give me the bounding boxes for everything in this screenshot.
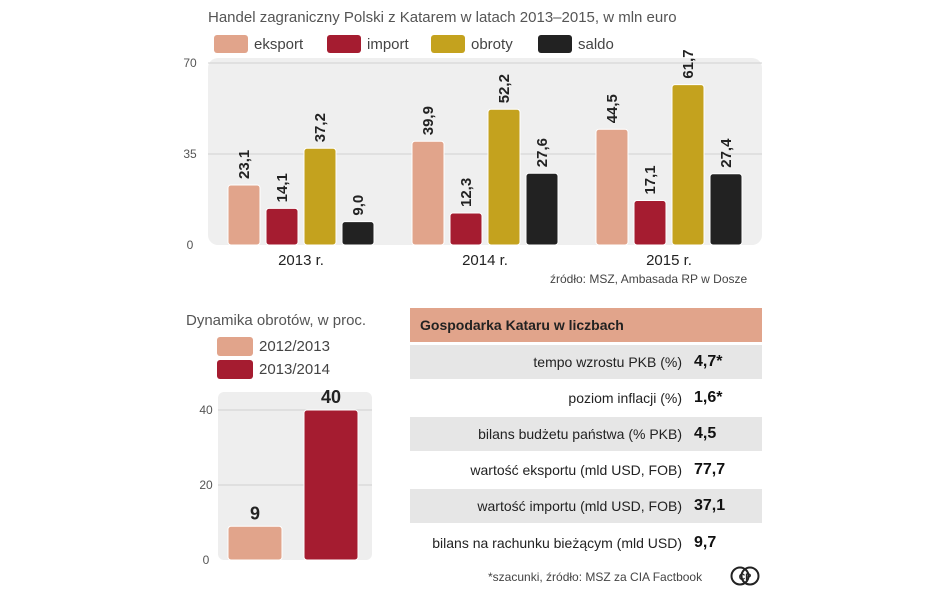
bar-value-label: 27,4 (718, 138, 735, 168)
table-row-label: poziom inflacji (%) (568, 390, 682, 406)
x-category-label: 2015 r. (646, 252, 692, 269)
legend-saldo: saldo (538, 34, 614, 54)
table-row: wartość importu (mld USD, FOB) 37,1 (410, 489, 762, 523)
legend-swatch-eksport (214, 35, 248, 53)
legend-eksport: eksport (214, 34, 303, 54)
table-row: poziom inflacji (%) 1,6* (410, 381, 762, 415)
legend-label-obroty: obroty (471, 35, 513, 53)
main-chart-title: Handel zagraniczny Polski z Katarem w la… (208, 9, 677, 26)
bar-value-label: 23,1 (236, 150, 253, 179)
cp-logo-text: CP (739, 572, 752, 582)
dynamics-chart-title: Dynamika obrotów, w proc. (186, 312, 367, 329)
y-tick-label: 0 (187, 238, 194, 252)
y-tick-label: 20 (199, 478, 213, 492)
legend-label-import: import (367, 35, 409, 53)
bar-saldo (709, 173, 743, 246)
legend-swatch-saldo (538, 35, 572, 53)
table-row-label: bilans na rachunku bieżącym (mld USD) (432, 535, 682, 551)
bar-saldo (341, 221, 375, 246)
bar-value-label: 9 (250, 503, 260, 523)
dynamics-bar-chart: 0 20 40 9 40 (199, 387, 372, 567)
bar-value-label: 12,3 (458, 178, 475, 207)
table-row-label: wartość importu (mld USD, FOB) (477, 498, 682, 514)
bar-2012-2013 (227, 525, 283, 561)
bar-value-label: 37,2 (312, 113, 329, 142)
table-row-value: 1,6* (694, 389, 723, 406)
dyn-legend-2013-2014: 2013/2014 (217, 359, 330, 379)
table-row: tempo wzrostu PKB (%) 4,7* (410, 345, 762, 379)
bar-obroty (487, 108, 521, 246)
dyn-legend-swatch-2013-2014 (217, 359, 253, 379)
dyn-legend-swatch-2012-2013 (217, 336, 253, 356)
bar-value-label: 14,1 (274, 173, 291, 202)
legend-label-saldo: saldo (578, 35, 614, 53)
y-tick-label: 35 (183, 147, 197, 161)
x-category-label: 2014 r. (462, 252, 508, 269)
dyn-legend-2012-2013: 2012/2013 (217, 336, 330, 356)
bar-value-label: 52,2 (496, 74, 513, 103)
dyn-legend-label-2013-2014: 2013/2014 (259, 360, 330, 378)
bar-saldo (525, 172, 559, 246)
y-tick-label: 0 (203, 553, 210, 567)
bar-obroty (303, 147, 337, 246)
table-row-label: bilans budżetu państwa (% PKB) (478, 426, 682, 442)
bar-value-label: 44,5 (604, 94, 621, 123)
legend-label-eksport: eksport (254, 35, 304, 53)
bar-value-label: 61,7 (680, 49, 697, 78)
table-row-label: tempo wzrostu PKB (%) (533, 354, 682, 370)
bar-eksport (411, 140, 445, 246)
legend-import: import (327, 34, 409, 54)
main-chart-source: źródło: MSZ, Ambasada RP w Dosze (550, 272, 748, 286)
table-footnote: *szacunki, źródło: MSZ za CIA Factbook (488, 570, 703, 584)
bar-2013-2014 (303, 409, 359, 561)
legend-swatch-obroty (431, 35, 465, 53)
bar-obroty (671, 84, 705, 246)
table-row: bilans na rachunku bieżącym (mld USD) 9,… (410, 526, 762, 560)
table-row: bilans budżetu państwa (% PKB) 4,5 (410, 417, 762, 451)
table-row-label: wartość eksportu (mld USD, FOB) (470, 462, 682, 478)
table-row-value: 9,7 (694, 534, 717, 551)
table-row-value: 37,1 (694, 497, 726, 514)
x-category-label: 2013 r. (278, 252, 324, 269)
cp-logo: CP (730, 566, 760, 586)
legend-swatch-import (327, 35, 361, 53)
bar-import (449, 212, 483, 246)
table-row-value: 4,5 (694, 425, 717, 442)
bar-eksport (595, 128, 629, 246)
table-row-value: 77,7 (694, 461, 726, 478)
table-title: Gospodarka Kataru w liczbach (410, 308, 762, 342)
bar-value-label: 9,0 (350, 195, 367, 216)
bar-value-label: 17,1 (642, 165, 659, 194)
y-tick-label: 70 (183, 56, 197, 70)
bar-eksport (227, 184, 261, 246)
table-row-value: 4,7* (694, 353, 723, 370)
dyn-legend-label-2012-2013: 2012/2013 (259, 337, 330, 355)
bar-value-label: 40 (321, 387, 341, 407)
bar-import (265, 207, 299, 246)
legend-obroty: obroty (431, 34, 513, 54)
table-row: wartość eksportu (mld USD, FOB) 77,7 (410, 453, 762, 487)
y-tick-label: 40 (199, 403, 213, 417)
bar-value-label: 27,6 (534, 138, 551, 167)
bar-import (633, 200, 667, 246)
main-bar-chart: 0 35 70 23,1 14,1 37,2 9,0 2013 r. 39,9 12,3 52,2 2… (183, 49, 762, 269)
bar-value-label: 39,9 (420, 106, 437, 135)
